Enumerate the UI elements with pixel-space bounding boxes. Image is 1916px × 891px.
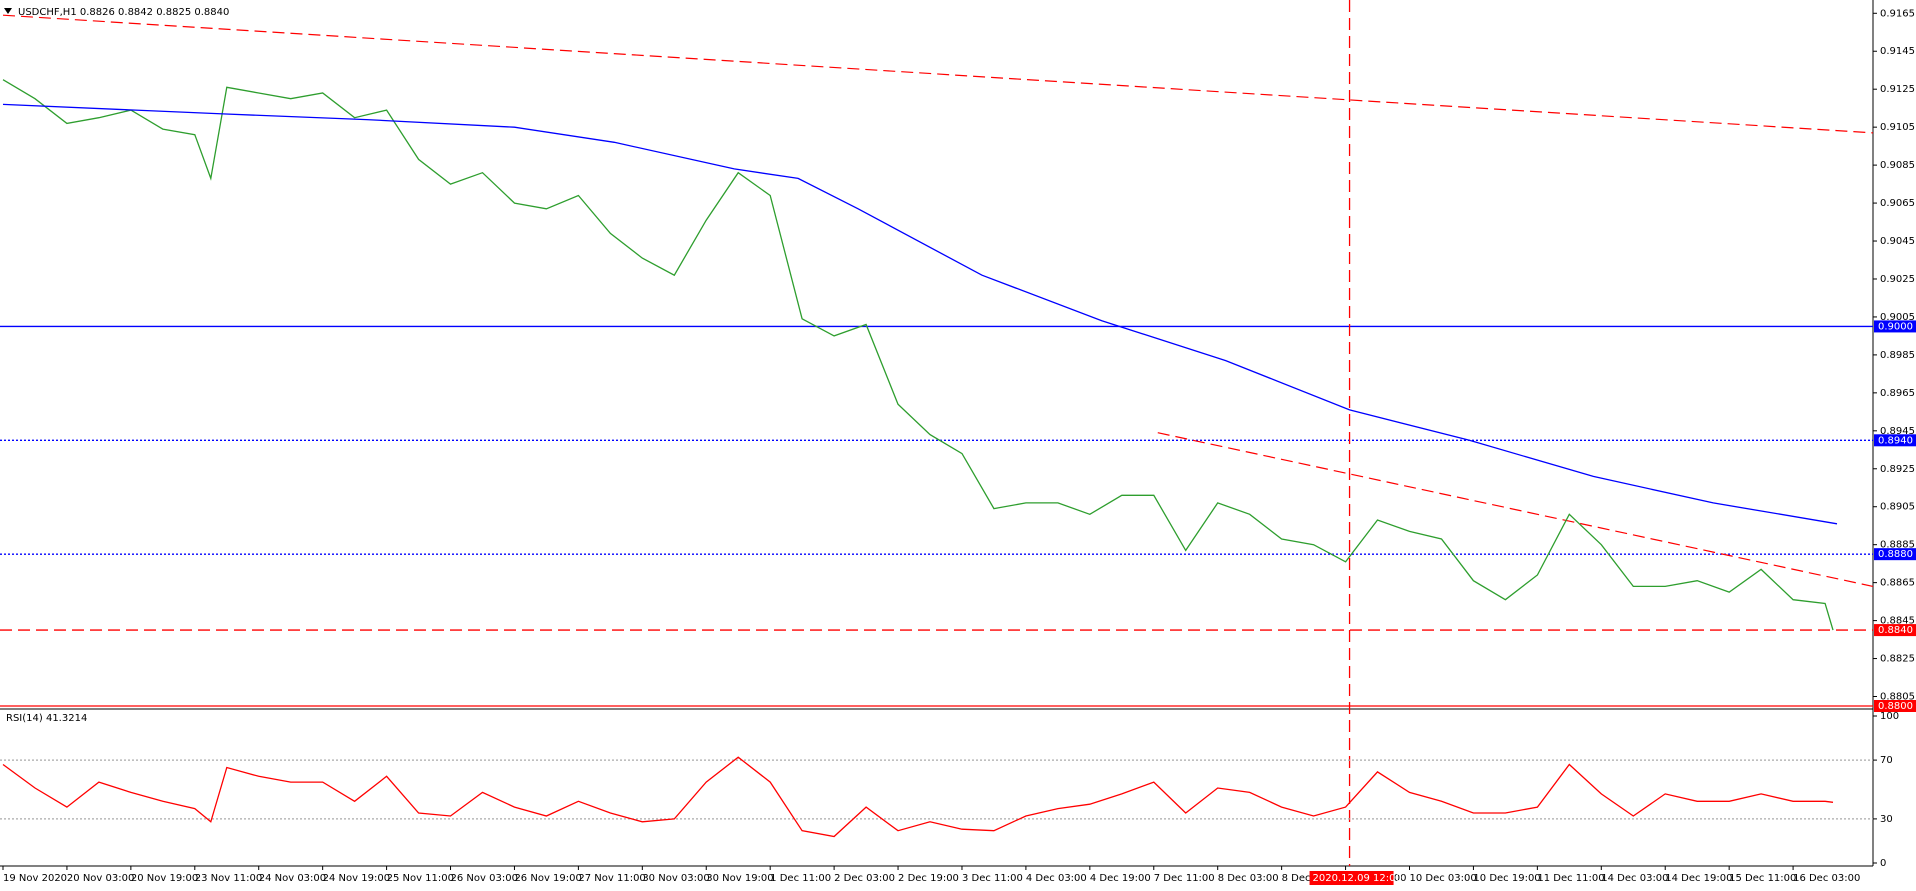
trend-line <box>2 14 1874 134</box>
trend-line <box>1157 432 1874 588</box>
x-tick-label: 1 Dec 11:00 <box>770 873 831 884</box>
crosshair-label: 2020.12.09 12:00 <box>1313 873 1402 884</box>
x-tick-label: 10 Dec 03:00 <box>1409 873 1476 884</box>
x-tick-label: 30 Nov 03:00 <box>642 873 709 884</box>
level-label: 0.8940 <box>1878 435 1913 446</box>
y-tick-label: 0.9005 <box>1880 312 1915 323</box>
x-tick-label: 15 Dec 11:00 <box>1729 873 1796 884</box>
x-tick-label: 4 Dec 03:00 <box>1026 873 1087 884</box>
level-badge <box>1874 700 1916 712</box>
x-tick-label: 14 Dec 03:00 <box>1601 873 1668 884</box>
x-tick-label: 26 Nov 03:00 <box>451 873 518 884</box>
x-tick-label: 25 Nov 11:00 <box>387 873 454 884</box>
y-tick-label: 0.9065 <box>1880 198 1915 209</box>
x-tick-label: 11 Dec 11:00 <box>1537 873 1604 884</box>
y-tick-label: 0 <box>1880 858 1886 869</box>
level-badge <box>1874 548 1916 561</box>
y-tick-label: 0.8805 <box>1880 692 1915 703</box>
panel-title: USDCHF,H1 0.8826 0.8842 0.8825 0.8840 <box>18 7 229 18</box>
y-tick-label: 0.8865 <box>1880 578 1915 589</box>
y-tick-label: 0.8845 <box>1880 616 1915 627</box>
level-label: 0.8880 <box>1878 549 1913 560</box>
y-tick-label: 0.9145 <box>1880 46 1915 57</box>
level-badge <box>1874 434 1916 447</box>
y-tick-label: 0.9025 <box>1880 274 1915 285</box>
x-tick-label: 24 Nov 19:00 <box>323 873 390 884</box>
y-tick-label: 0.8905 <box>1880 502 1915 513</box>
y-tick-label: 0.9165 <box>1880 8 1915 19</box>
x-tick-label: 19 Nov 2020 <box>3 873 67 884</box>
y-tick-label: 0.8925 <box>1880 464 1915 475</box>
panel-title: RSI(14) 41.3214 <box>6 713 87 724</box>
y-tick-label: 0.8985 <box>1880 350 1915 361</box>
level-badge <box>1874 624 1916 637</box>
y-tick-label: 0.9105 <box>1880 122 1915 133</box>
y-tick-label: 0.9125 <box>1880 84 1915 95</box>
x-tick-label: 27 Nov 11:00 <box>578 873 645 884</box>
x-tick-label: 7 Dec 11:00 <box>1154 873 1215 884</box>
y-tick-label: 0.8945 <box>1880 426 1915 437</box>
crosshair-badge <box>1309 871 1394 885</box>
menu-arrow <box>4 8 12 14</box>
series-line <box>2 103 1838 525</box>
level-label: 0.8840 <box>1878 625 1913 636</box>
x-tick-label: 24 Nov 03:00 <box>259 873 326 884</box>
series-line <box>2 79 1834 631</box>
x-tick-label: 8 Dec 03:00 <box>1218 873 1279 884</box>
x-tick-label: 14 Dec 19:00 <box>1665 873 1732 884</box>
x-tick-label: 20 Nov 03:00 <box>67 873 134 884</box>
x-tick-label: 20 Nov 19:00 <box>131 873 198 884</box>
y-tick-label: 0.8825 <box>1880 654 1915 665</box>
x-tick-label: 30 Nov 19:00 <box>706 873 773 884</box>
level-label: 0.9000 <box>1878 321 1913 332</box>
y-tick-label: 0.9045 <box>1880 236 1915 247</box>
x-tick-label: 4 Dec 19:00 <box>1090 873 1151 884</box>
y-tick-label: 0.8965 <box>1880 388 1915 399</box>
y-tick-label: 100 <box>1880 711 1899 722</box>
x-tick-label: 16 Dec 03:00 <box>1793 873 1860 884</box>
y-tick-label: 70 <box>1880 755 1893 766</box>
level-badge <box>1874 320 1916 333</box>
x-tick-label: 2 Dec 19:00 <box>898 873 959 884</box>
x-tick-label: 3 Dec 11:00 <box>962 873 1023 884</box>
series-line <box>2 756 1834 838</box>
y-tick-label: 0.8885 <box>1880 540 1915 551</box>
x-tick-label: 23 Nov 11:00 <box>195 873 262 884</box>
y-tick-label: 30 <box>1880 814 1893 825</box>
level-label: 0.8800 <box>1878 701 1913 712</box>
y-tick-label: 0.9085 <box>1880 160 1915 171</box>
x-tick-label: 26 Nov 19:00 <box>514 873 581 884</box>
x-tick-label: 2 Dec 03:00 <box>834 873 895 884</box>
x-tick-label: 10 Dec 19:00 <box>1473 873 1540 884</box>
